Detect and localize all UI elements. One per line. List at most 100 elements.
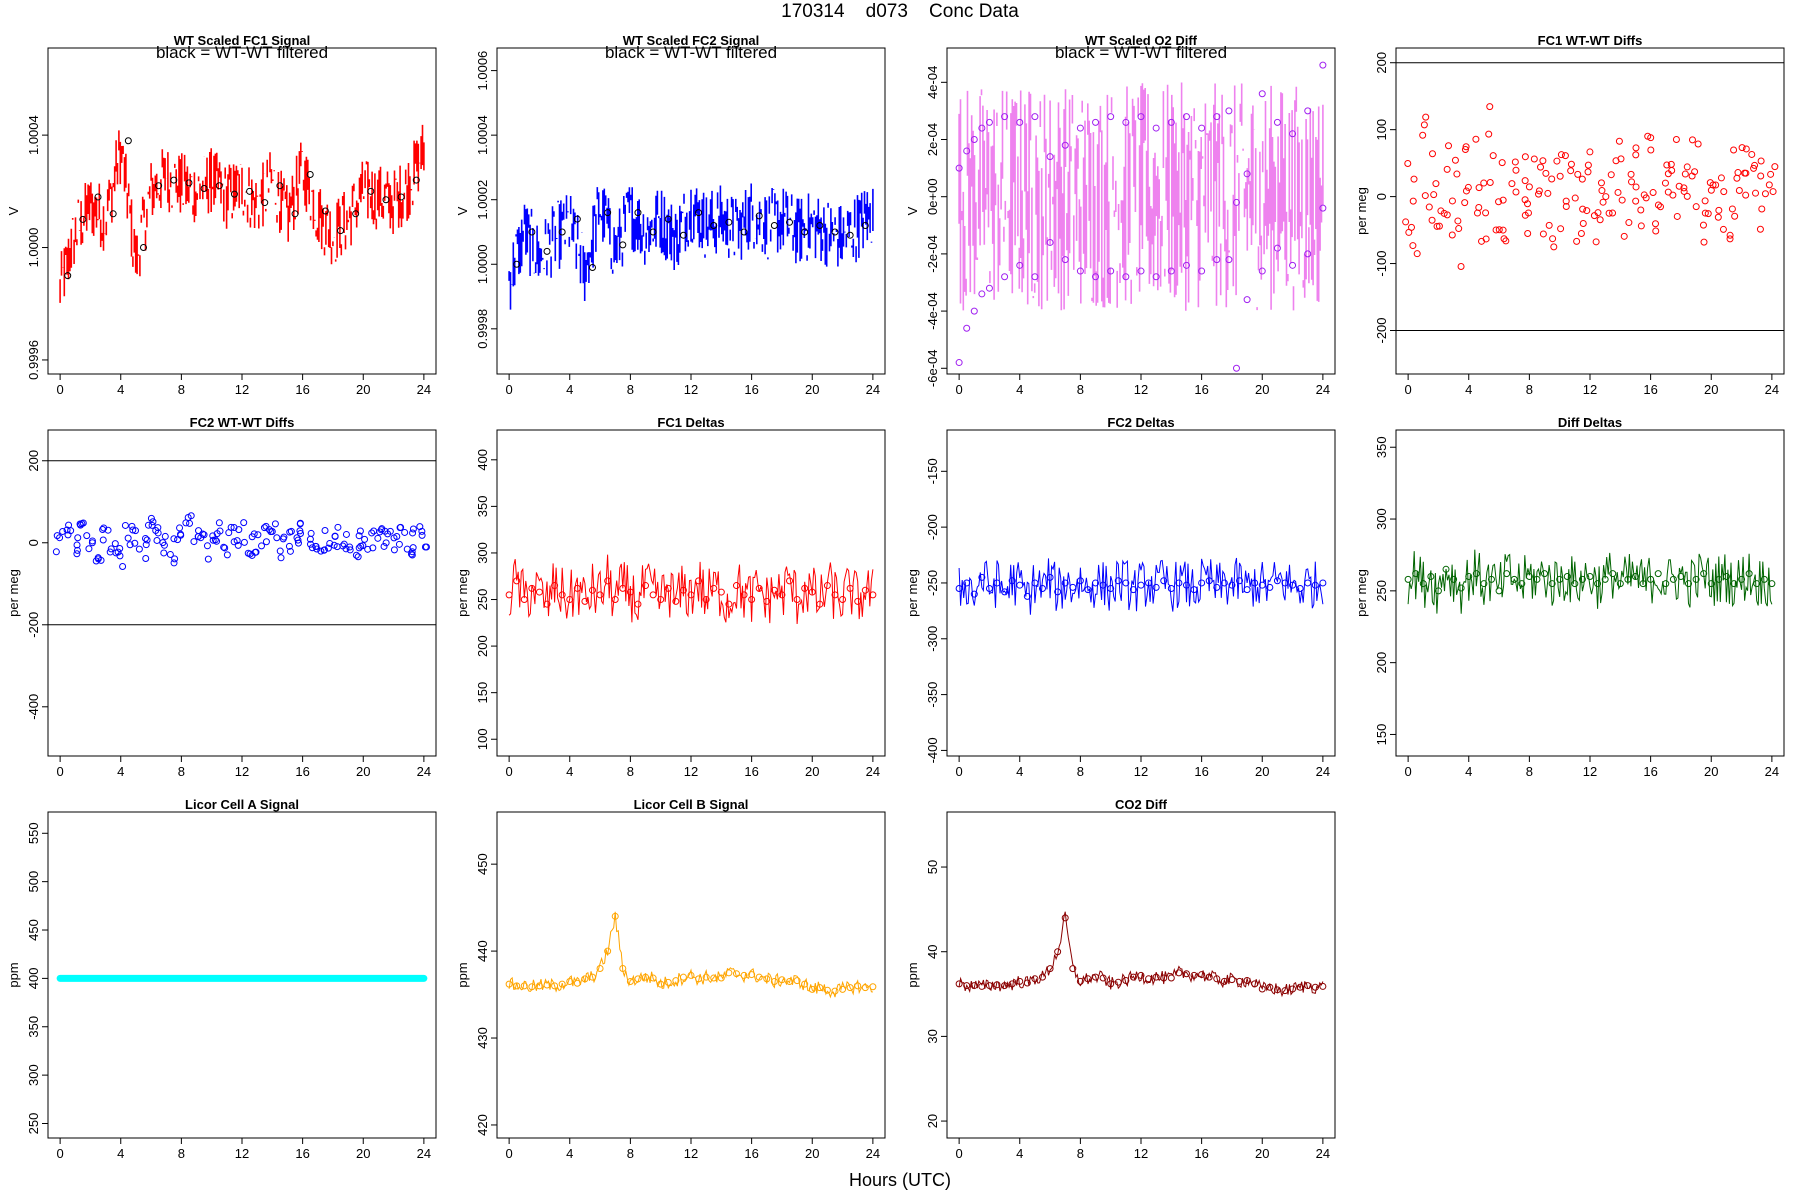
panel-7-series-1-point <box>1107 585 1115 593</box>
panel-4-series-1-point <box>1692 203 1700 211</box>
panel-11-series-1-point <box>1031 975 1039 983</box>
panel-6-series-1-point <box>588 586 596 594</box>
panel-5-series-1-point <box>286 547 294 555</box>
panel-1-series-2-point <box>276 182 284 190</box>
panel-5-series-1-point <box>418 531 426 539</box>
panel-10-series-1-point <box>558 980 566 988</box>
panel-5-series-1-point <box>251 548 259 556</box>
panel-5-series-1-point <box>63 526 71 534</box>
panel-4-series-1-point <box>1457 263 1465 271</box>
panel-5-series-1-point <box>92 557 100 565</box>
panel-7-series-1-point <box>1145 579 1153 587</box>
panel-10-series-1-point <box>657 980 665 988</box>
panel-7-x-tick-label: 16 <box>1194 764 1208 779</box>
panel-1-series-2-point <box>337 227 345 235</box>
panel-4-x-tick-label: 20 <box>1704 382 1718 397</box>
panel-3-series-3-point <box>1016 261 1024 269</box>
panel-7-series-1-point <box>1213 583 1221 591</box>
panel-9: Licor Cell A Signal 0 4 8 12 16 20 24 250 300 350 4… <box>6 797 437 1161</box>
panel-10-series-1-point <box>535 982 543 990</box>
panel-5-series-1-point <box>390 546 398 554</box>
panel-4-series-1-point <box>1499 226 1507 234</box>
panel-2-y-axis-label: V <box>455 206 470 215</box>
panel-4-series-1-point <box>1769 188 1777 196</box>
panel-1-series-2-point <box>155 182 163 190</box>
panel-11-series-1-point <box>1145 975 1153 983</box>
panel-3-annotation: black = WT-WT filtered <box>1055 43 1227 62</box>
panel-6-series-1-point <box>505 591 513 599</box>
panel-4-series-1-point <box>1475 184 1483 192</box>
panel-10-y-tick-label: 440 <box>475 940 490 962</box>
panel-6-series-1-point <box>611 596 619 604</box>
panel-5-series-1-point <box>361 535 369 543</box>
panel-1-series-2-point <box>139 244 147 252</box>
panel-11-x-tick-label: 4 <box>1016 1146 1023 1161</box>
panel-5-series-1-point <box>153 536 161 544</box>
panel-7-series-1-point <box>1031 579 1039 587</box>
panel-11-series-1-point <box>1084 975 1092 983</box>
panel-4-series-1-point <box>1647 146 1655 154</box>
panel-4-series-1-point <box>1433 222 1441 230</box>
panel-10-series-1-point <box>869 983 877 991</box>
panel-6-series-1-point <box>839 596 847 604</box>
panel-5-series-1-point <box>166 550 174 558</box>
panel-1-series-2-point <box>94 193 102 201</box>
panel-4-series-1-point <box>1757 172 1765 180</box>
panel-4-series-1-point <box>1771 163 1779 171</box>
panel-4-series-1-point <box>1445 142 1453 150</box>
panel-4-x-tick-label: 0 <box>1405 382 1412 397</box>
panel-4-series-1-point <box>1535 190 1543 198</box>
panel-6-series-1-point <box>854 597 862 605</box>
panel-8-series-1-point <box>1434 587 1442 595</box>
panel-8-series-1-point <box>1541 570 1549 578</box>
panel-5-x-tick-label: 0 <box>57 764 64 779</box>
panel-9-y-tick-label: 350 <box>26 1016 41 1038</box>
panel-2-series-2-point <box>679 231 687 239</box>
panel-5-series-1-point <box>409 529 417 537</box>
panel-11-series-1-point <box>1167 974 1175 982</box>
panel-5-series-1-point <box>144 521 152 529</box>
panel-2-series-2-point <box>740 228 748 236</box>
panel-9-y-tick-label: 450 <box>26 919 41 941</box>
panel-9-x-tick-label: 0 <box>57 1146 64 1161</box>
panel-1-series-2-point <box>397 193 405 201</box>
panel-3-series-3-point <box>1289 261 1297 269</box>
panel-7-series-1-point <box>1008 577 1016 585</box>
panel-4-series-1-point <box>1454 217 1462 225</box>
panel-4-series-1-point <box>1656 203 1664 211</box>
panel-3-series-3-point <box>1243 296 1251 304</box>
panel-2-series-2-point <box>649 228 657 236</box>
panel-4-series-1-point <box>1557 225 1565 233</box>
panel-5-series-1-point <box>154 529 162 537</box>
panel-11-series-1-point <box>1311 983 1319 991</box>
panel-4-series-1-point <box>1461 199 1469 207</box>
panel-4-series-1-point <box>1524 229 1532 237</box>
panel-4-series-1-point <box>1719 225 1727 233</box>
panel-8-series-1-point <box>1685 580 1693 588</box>
panel-4-series-1-point <box>1556 172 1564 180</box>
panel-5-x-tick-label: 20 <box>356 764 370 779</box>
panel-8-series-1-point <box>1730 580 1738 588</box>
panel-1-frame <box>47 47 437 375</box>
panel-3-series-2-point <box>1137 113 1145 121</box>
panel-5-x-tick-label: 12 <box>235 764 249 779</box>
panel-6-series-1-point <box>725 600 733 608</box>
panel-11-series-1-point <box>1213 975 1221 983</box>
panel-4-series-1-point <box>1502 237 1510 245</box>
panel-4-series-1-point <box>1694 140 1702 148</box>
panel-7-series-1-point <box>1205 577 1213 585</box>
panel-7-series-1-point <box>1198 579 1206 587</box>
panel-4-series-1-point <box>1620 232 1628 240</box>
panel-11-series-1-point <box>1114 978 1122 986</box>
panel-1-series-2-point <box>109 210 117 218</box>
panel-11-x-tick-label: 24 <box>1316 1146 1330 1161</box>
panel-6-series-1-point <box>604 577 612 585</box>
panel-4-series-1-point <box>1489 152 1497 160</box>
panel-8-series-1-point <box>1495 587 1503 595</box>
panel-7-x-tick-label: 20 <box>1255 764 1269 779</box>
panel-7-series-1-point <box>1175 579 1183 587</box>
panel-4-series-1-point <box>1407 223 1415 231</box>
panel-4-series-1-point <box>1767 170 1775 178</box>
panel-5-series-1-point <box>203 542 211 550</box>
panel-8-x-tick-label: 20 <box>1704 764 1718 779</box>
